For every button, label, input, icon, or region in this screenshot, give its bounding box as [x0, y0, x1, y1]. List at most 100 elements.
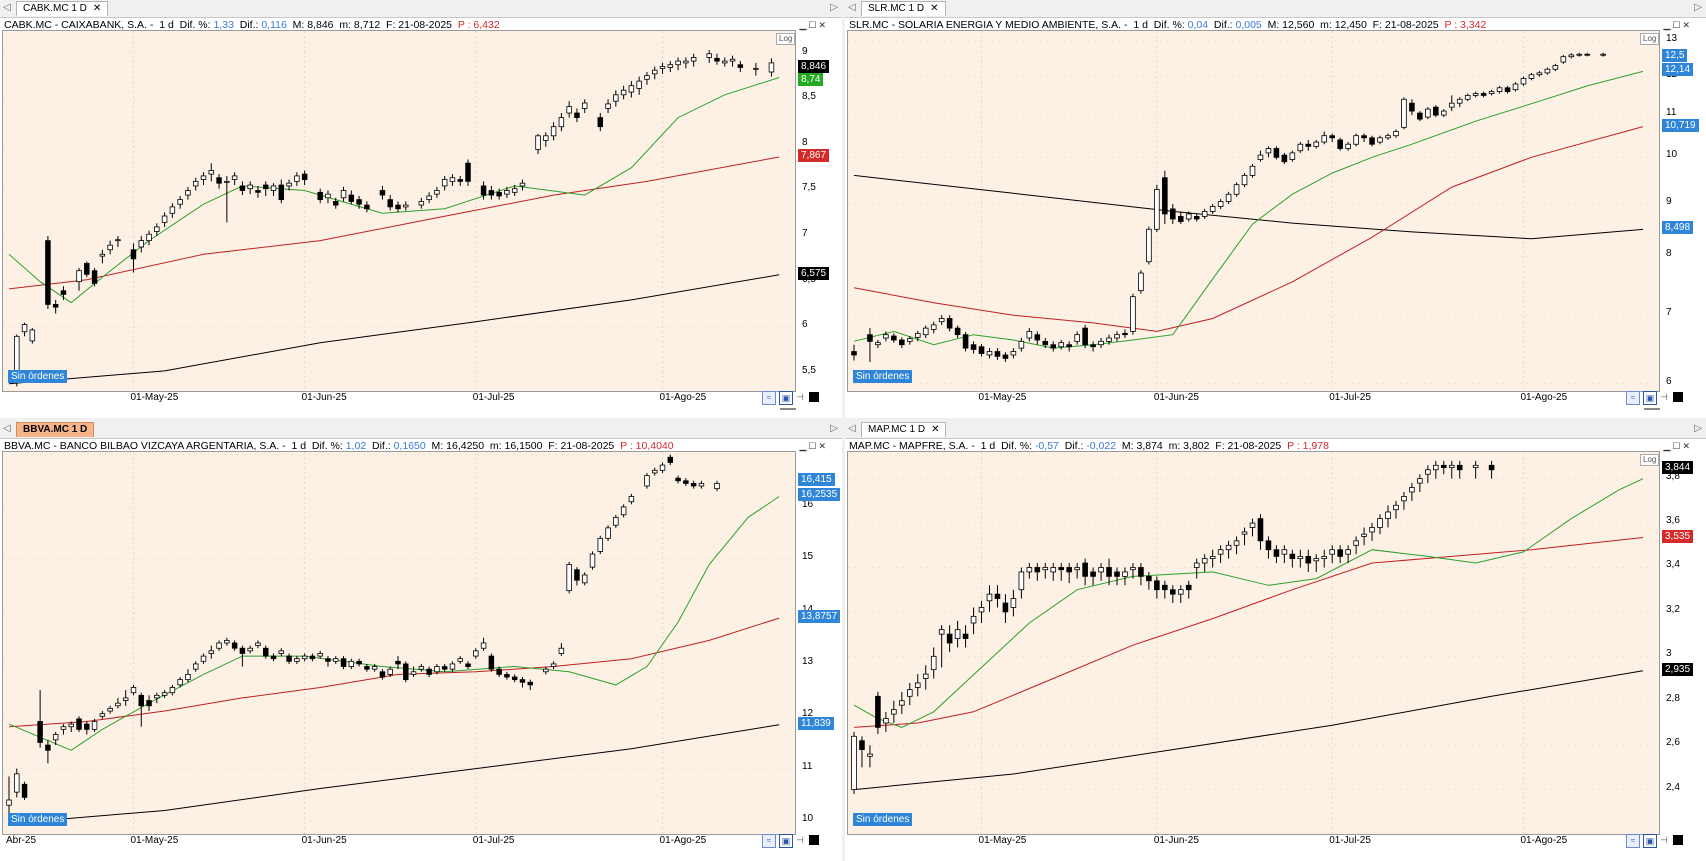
- candle-body: [1496, 87, 1503, 92]
- pin-icon[interactable]: ⊣: [796, 392, 804, 402]
- chart-tab[interactable]: CABK.MC 1 D ✕: [16, 1, 109, 16]
- fill-square-icon[interactable]: [809, 835, 819, 845]
- price-chart[interactable]: [2, 451, 796, 835]
- chart-tab[interactable]: MAP.MC 1 D ✕: [861, 422, 947, 437]
- pin-icon[interactable]: ⊣: [1660, 392, 1668, 402]
- chart-settings-icon[interactable]: ≈: [1626, 391, 1640, 405]
- candle-body: [1098, 340, 1104, 346]
- candle-body: [1305, 555, 1312, 564]
- chart-area: BBVA.MC - BANCO BILBAO VIZCAYA ARGENTARI…: [0, 439, 842, 861]
- candle-body: [480, 185, 487, 196]
- candlestick-chart-svg: [848, 31, 1659, 391]
- candle-body: [1066, 567, 1072, 573]
- log-scale-button[interactable]: Log: [776, 33, 796, 45]
- maximize-icon[interactable]: ☐: [808, 441, 819, 451]
- candle-body: [45, 744, 51, 751]
- chart-header: SLR.MC - SOLARIA ENERGIA Y MEDIO AMBIENT…: [849, 19, 1486, 31]
- minimize-icon[interactable]: ▁: [799, 441, 809, 451]
- date-tick-label: 01-Jun-25: [1153, 392, 1199, 403]
- candle-body: [387, 199, 393, 208]
- candle-body: [278, 184, 285, 201]
- save-layout-icon[interactable]: ▣: [1643, 834, 1657, 848]
- candle-body: [1448, 102, 1455, 108]
- fill-square-icon[interactable]: [809, 392, 819, 402]
- candle-body: [891, 709, 897, 715]
- candle-body: [263, 647, 269, 657]
- candle-body: [946, 633, 953, 644]
- candle-body: [1281, 154, 1288, 163]
- log-scale-button[interactable]: Log: [1640, 33, 1660, 45]
- candle-body: [21, 324, 28, 333]
- date-tick-label: 01-Jun-25: [301, 392, 347, 403]
- pin-icon[interactable]: ⊣: [796, 835, 804, 845]
- candle-body: [480, 642, 487, 649]
- candle-body: [1488, 464, 1495, 471]
- candle-body: [403, 204, 409, 208]
- tab-scroll-right-icon[interactable]: ▷: [1694, 423, 1702, 434]
- price-tick-label: 8: [1666, 248, 1672, 260]
- no-orders-badge[interactable]: Sin órdenes: [8, 370, 68, 383]
- tab-scroll-right-icon[interactable]: ▷: [830, 2, 838, 13]
- moving-average-line: [8, 156, 780, 290]
- candle-body: [200, 175, 207, 180]
- moving-average-line: [853, 670, 1644, 791]
- no-orders-badge[interactable]: Sin órdenes: [853, 370, 913, 383]
- close-icon[interactable]: ✕: [818, 20, 828, 30]
- save-layout-icon[interactable]: ▣: [779, 834, 793, 848]
- header-dif: 0,005: [1235, 19, 1262, 31]
- close-icon[interactable]: ✕: [1682, 441, 1692, 451]
- minimize-icon[interactable]: ▁: [799, 20, 809, 30]
- close-icon[interactable]: ✕: [818, 441, 828, 451]
- horizontal-scrollbar[interactable]: [1644, 408, 1660, 410]
- close-icon[interactable]: ✕: [1682, 20, 1692, 30]
- minimize-icon[interactable]: ▁: [1663, 20, 1673, 30]
- tab-scroll-right-icon[interactable]: ▷: [830, 423, 838, 434]
- maximize-icon[interactable]: ☐: [1672, 441, 1683, 451]
- no-orders-badge[interactable]: Sin órdenes: [8, 813, 68, 826]
- candle-body: [659, 464, 666, 471]
- chart-settings-icon[interactable]: ≈: [762, 391, 776, 405]
- candle-body: [340, 190, 347, 199]
- date-tick-label: 01-Jul-25: [472, 392, 515, 403]
- candle-body: [1273, 148, 1280, 158]
- candle-body: [426, 668, 432, 675]
- no-orders-badge[interactable]: Sin órdenes: [853, 813, 913, 826]
- pin-icon[interactable]: ⊣: [1660, 835, 1668, 845]
- maximize-icon[interactable]: ☐: [808, 20, 819, 30]
- candle-body: [192, 180, 199, 187]
- date-tick-label: 01-May-25: [978, 835, 1027, 846]
- candle-body: [1337, 139, 1343, 149]
- chart-tab-label: MAP.MC 1 D: [868, 424, 926, 435]
- candle-body: [1289, 152, 1296, 160]
- candle-body: [613, 517, 619, 526]
- candle-body: [1233, 540, 1240, 546]
- price-chart[interactable]: [847, 451, 1660, 835]
- tab-scroll-left-icon[interactable]: ◁: [848, 2, 856, 13]
- price-chart[interactable]: [2, 30, 796, 392]
- save-layout-icon[interactable]: ▣: [779, 391, 793, 405]
- tab-scroll-right-icon[interactable]: ▷: [1694, 2, 1702, 13]
- log-scale-button[interactable]: Log: [1640, 454, 1660, 466]
- chart-tab[interactable]: SLR.MC 1 D ✕: [861, 1, 946, 16]
- header-pct: 0,04: [1187, 19, 1209, 31]
- maximize-icon[interactable]: ☐: [1672, 20, 1683, 30]
- candle-body: [1448, 464, 1455, 468]
- close-tab-icon[interactable]: ✕: [930, 3, 939, 14]
- chart-tab[interactable]: BBVA.MC 1 D: [16, 422, 95, 437]
- minimize-icon[interactable]: ▁: [1663, 441, 1673, 451]
- chart-pane: ◁ BBVA.MC 1 D ▷ BBVA.MC - BANCO BILBAO VIZC…: [0, 421, 842, 861]
- tab-scroll-left-icon[interactable]: ◁: [3, 2, 11, 13]
- tab-scroll-left-icon[interactable]: ◁: [848, 423, 856, 434]
- chart-settings-icon[interactable]: ≈: [1626, 834, 1640, 848]
- chart-settings-icon[interactable]: ≈: [762, 834, 776, 848]
- fill-square-icon[interactable]: [1673, 392, 1683, 402]
- candle-body: [683, 480, 689, 484]
- close-tab-icon[interactable]: ✕: [92, 3, 102, 14]
- save-layout-icon[interactable]: ▣: [1643, 391, 1657, 405]
- candle-body: [1209, 206, 1216, 212]
- horizontal-scrollbar[interactable]: [780, 408, 796, 410]
- tab-scroll-left-icon[interactable]: ◁: [3, 423, 11, 434]
- price-chart[interactable]: [847, 30, 1660, 392]
- fill-square-icon[interactable]: [1673, 835, 1683, 845]
- close-tab-icon[interactable]: ✕: [931, 424, 940, 435]
